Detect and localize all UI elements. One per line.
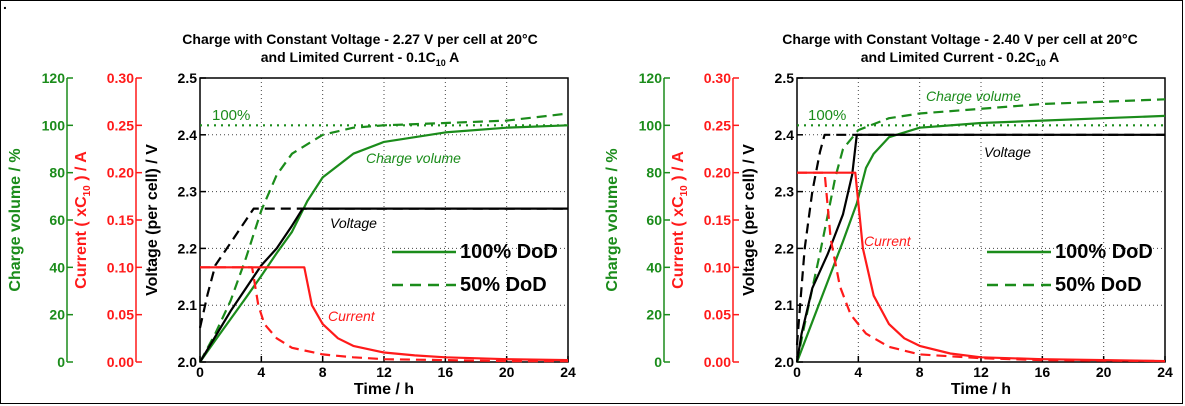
current-tick-label: 0.20 xyxy=(704,165,731,181)
voltage-tick-label: 2.0 xyxy=(178,354,198,370)
voltage-tick-label: 2.4 xyxy=(178,127,198,143)
charge-tick-label: 0 xyxy=(57,354,65,370)
charge-axis-label: Charge volume / % xyxy=(7,148,24,291)
current-tick-label: 0.10 xyxy=(704,259,731,275)
charge-volume-100-series xyxy=(199,124,569,363)
charge-tick-label: 80 xyxy=(646,165,662,181)
x-tick-label: 8 xyxy=(319,364,327,380)
annotation-100-percent: 100% xyxy=(808,107,846,124)
current-tick-label: 0.00 xyxy=(107,354,134,370)
x-tick-label: 12 xyxy=(973,364,989,380)
voltage-tick-label: 2.0 xyxy=(775,354,795,370)
annotation-current: Current xyxy=(328,308,376,324)
page-mark: . xyxy=(3,0,7,12)
x-tick-label: 4 xyxy=(854,364,862,380)
current-axis-label: Current ( xC10 ) / A xyxy=(73,151,93,289)
current-tick-label: 0.15 xyxy=(704,212,731,228)
x-tick-label: 4 xyxy=(257,364,265,380)
current-50-series xyxy=(797,171,1166,363)
x-tick-label: 12 xyxy=(376,364,392,380)
current-tick-label: 0.20 xyxy=(107,165,134,181)
plot-area-frame xyxy=(796,77,1166,363)
legend-label-100-dod: 100% DoD xyxy=(1055,241,1153,263)
x-tick-label: 0 xyxy=(196,364,204,380)
voltage-100-series xyxy=(795,133,1165,363)
charge-tick-label: 120 xyxy=(639,70,663,86)
voltage-tick-label: 2.1 xyxy=(775,297,795,313)
current-tick-label: 0.25 xyxy=(704,117,731,133)
x-tick-label: 16 xyxy=(1035,364,1051,380)
chart-title-line-1: Charge with Constant Voltage - 2.40 V pe… xyxy=(782,31,1137,47)
voltage-axis-label: Voltage (per cell) / V xyxy=(741,144,758,296)
chart-title-line-2: and Limited Current - 0.2C10 A xyxy=(861,49,1060,68)
charge-tick-label: 40 xyxy=(646,259,662,275)
voltage-tick-label: 2.2 xyxy=(775,240,795,256)
legend-label-50-dod: 50% DoD xyxy=(1055,274,1142,296)
voltage-50-series xyxy=(795,133,1165,346)
charge-tick-label: 40 xyxy=(49,259,65,275)
voltage-tick-label: 2.3 xyxy=(775,184,795,200)
x-tick-label: 24 xyxy=(1157,364,1173,380)
voltage-50-series xyxy=(198,207,568,329)
current-tick-label: 0.00 xyxy=(704,354,731,370)
charge-tick-label: 20 xyxy=(646,307,662,323)
annotation-voltage: Voltage xyxy=(984,144,1031,160)
x-tick-label: 24 xyxy=(560,364,576,380)
charge-tick-label: 100 xyxy=(42,117,66,133)
current-tick-label: 0.05 xyxy=(704,307,731,323)
x-tick-label: 0 xyxy=(793,364,801,380)
current-tick-label: 0.10 xyxy=(107,259,134,275)
chart-panel-2: Charge with Constant Voltage - 2.40 V pe… xyxy=(604,31,1173,398)
charge-tick-label: 100 xyxy=(639,117,663,133)
charge-tick-label: 60 xyxy=(49,212,65,228)
current-tick-label: 0.30 xyxy=(704,70,731,86)
chart-title-line-2: and Limited Current - 0.1C10 A xyxy=(261,49,460,68)
annotation-100-percent: 100% xyxy=(212,107,250,124)
voltage-tick-label: 2.4 xyxy=(775,127,795,143)
legend-label-100-dod: 100% DoD xyxy=(460,241,558,263)
current-50-series xyxy=(200,266,568,363)
annotation-charge-volume: Charge volume xyxy=(926,88,1021,104)
x-axis-label: Time / h xyxy=(951,381,1011,398)
chart-panel-1: Charge with Constant Voltage - 2.27 V pe… xyxy=(7,31,576,398)
x-tick-label: 20 xyxy=(1096,364,1112,380)
charge-tick-label: 60 xyxy=(646,212,662,228)
current-100-series xyxy=(200,266,569,362)
current-axis-label: Current ( xC10 ) / A xyxy=(670,151,690,289)
voltage-tick-label: 2.5 xyxy=(775,70,795,86)
charge-tick-label: 0 xyxy=(654,354,662,370)
voltage-axis-label: Voltage (per cell) / V xyxy=(144,144,161,296)
voltage-tick-label: 2.2 xyxy=(178,240,198,256)
current-tick-label: 0.25 xyxy=(107,117,134,133)
x-tick-label: 20 xyxy=(499,364,515,380)
chart-title-line-1: Charge with Constant Voltage - 2.27 V pe… xyxy=(182,31,537,47)
charge-volume-50-series xyxy=(795,98,1166,363)
x-tick-label: 8 xyxy=(916,364,924,380)
current-tick-label: 0.05 xyxy=(107,307,134,323)
annotation-voltage: Voltage xyxy=(330,215,377,231)
voltage-tick-label: 2.1 xyxy=(178,297,198,313)
x-tick-label: 16 xyxy=(438,364,454,380)
current-tick-label: 0.15 xyxy=(107,212,134,228)
charge-volume-50-series xyxy=(199,112,569,363)
charge-tick-label: 20 xyxy=(49,307,65,323)
charge-tick-label: 120 xyxy=(42,70,66,86)
annotation-charge-volume: Charge volume xyxy=(366,150,461,166)
voltage-tick-label: 2.5 xyxy=(178,70,198,86)
charge-tick-label: 80 xyxy=(49,165,65,181)
legend-label-50-dod: 50% DoD xyxy=(460,274,547,296)
charge-axis-label: Charge volume / % xyxy=(604,148,621,291)
annotation-current: Current xyxy=(864,233,912,249)
voltage-tick-label: 2.3 xyxy=(178,184,198,200)
current-tick-label: 0.30 xyxy=(107,70,134,86)
x-axis-label: Time / h xyxy=(354,381,414,398)
charge-volume-100-series xyxy=(795,114,1166,363)
